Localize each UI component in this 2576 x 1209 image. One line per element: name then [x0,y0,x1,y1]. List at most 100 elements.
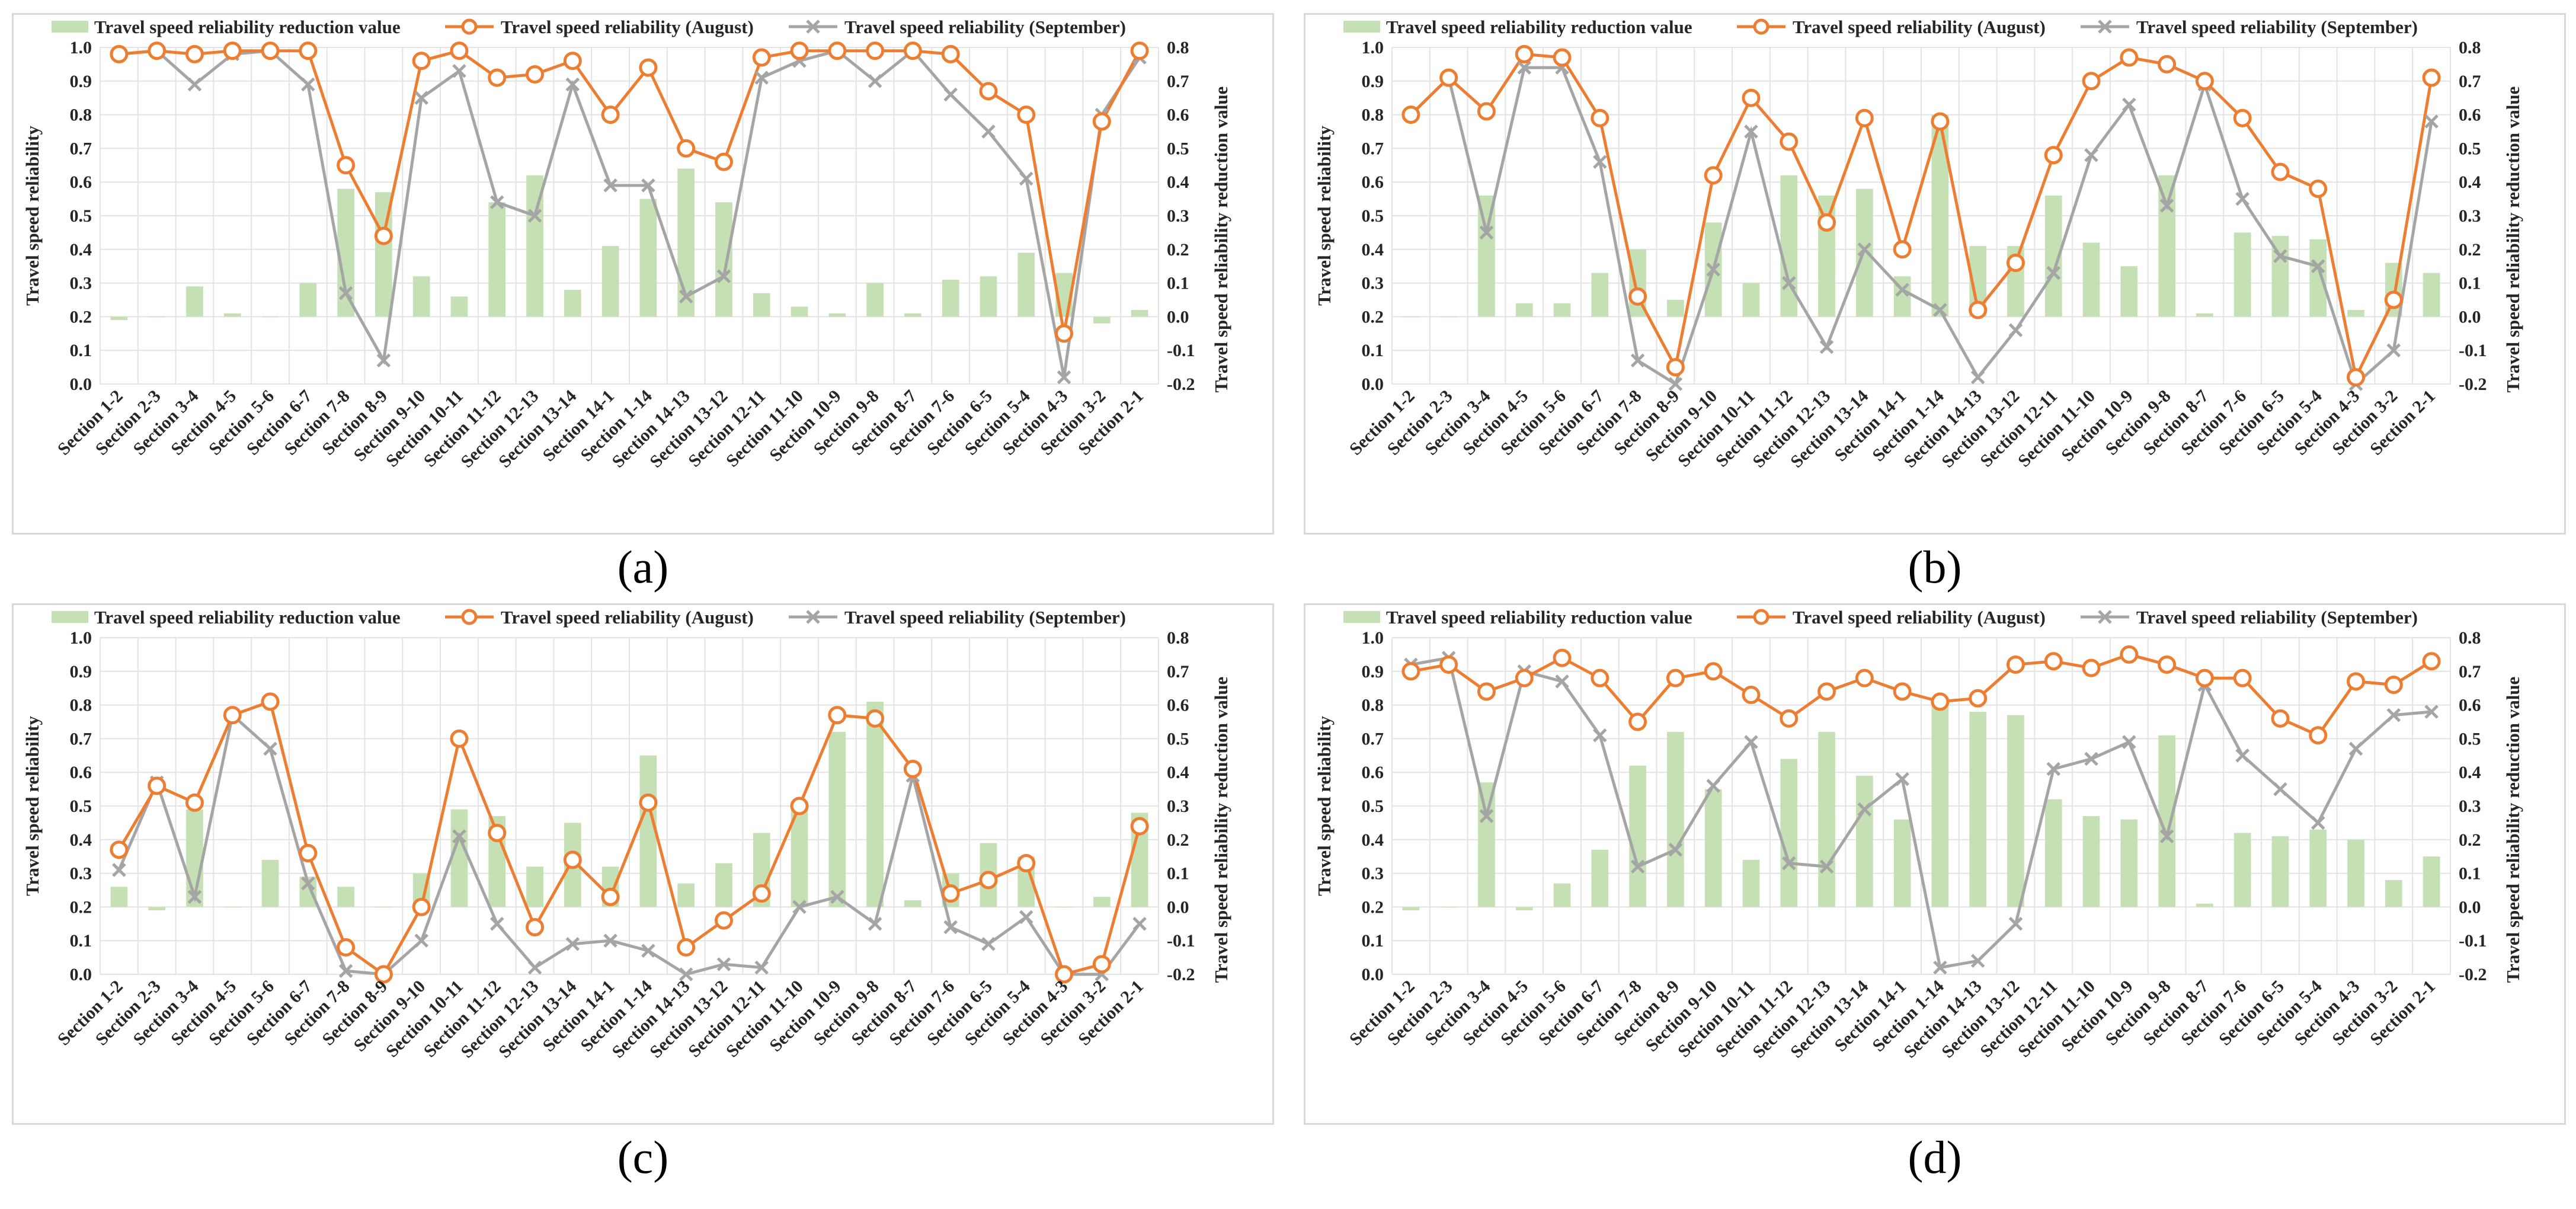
bar-reduction [904,900,921,907]
point-august [677,938,696,957]
point-september [2008,917,2023,931]
point-september [2046,762,2061,776]
left-axis-tick: 0.0 [70,375,92,394]
right-axis-title: Travel speed reliability reduction value [2503,677,2523,983]
point-september [1706,779,1720,793]
right-axis-tick: 0.0 [2459,897,2481,917]
right-axis-tick: 0.7 [1167,662,1189,682]
left-axis-tick: 0.4 [70,240,92,260]
point-september [1593,728,1607,743]
point-september [187,890,202,904]
point-september [301,876,315,891]
point-september [716,957,731,971]
point-september [2084,751,2098,766]
point-september [943,87,958,102]
left-axis-tick: 0.8 [1362,696,1384,715]
legend-bar-label: Travel speed reliability reduction value [1386,17,1692,37]
point-august [1742,686,1761,705]
point-september [679,967,693,981]
bar-reduction [1017,252,1035,317]
point-august [2384,676,2403,695]
right-axis-tick: -0.2 [2459,965,2487,984]
point-august [1130,817,1149,836]
bar-reduction [1402,907,1420,911]
bar-reduction [148,316,166,318]
legend-august-label: Travel speed reliability (August) [1793,607,2046,628]
line-august [119,49,1141,334]
point-september [1895,283,1909,297]
point-september [1479,225,1494,240]
point-august [2158,655,2177,674]
left-axis-tick: 0.3 [70,864,92,884]
left-axis-tick: 0.7 [70,729,92,749]
point-september [1019,910,1033,925]
bar-reduction [1440,316,1458,318]
right-axis-tick: 0.8 [1167,628,1189,648]
point-august [563,850,582,869]
bar-reduction [450,296,468,317]
bar-reduction [677,883,695,907]
point-august [299,844,318,863]
point-september [1819,859,1834,874]
point-september [2386,708,2401,722]
bar-reduction [1478,195,1495,317]
point-august [2044,652,2063,671]
chart-panel-a: 0.0 0.1 0.2 0.3 0.4 0.5 0.6 0.7 0.8 0.9 1.0 -0.2 -0.… [12,13,1274,535]
point-august [374,226,393,245]
legend-september-label: Travel speed reliability (September) [2136,607,2418,628]
point-september [754,960,769,975]
left-axis-title: Travel speed reliability [22,716,43,896]
point-august [148,41,167,60]
bar-reduction [564,289,581,317]
point-september [1706,263,1720,277]
point-august [1855,669,1874,687]
point-september [1781,276,1796,290]
point-september [679,289,693,304]
point-august [1092,112,1111,131]
right-axis-title: Travel speed reliability reduction value [2503,87,2523,393]
point-september [301,77,315,92]
point-august [601,105,620,124]
bar-reduction [639,755,657,907]
point-september [2424,705,2439,719]
point-august [337,156,356,175]
point-september [868,917,882,931]
bar-reduction [904,313,921,317]
point-august [1017,105,1036,124]
bar-reduction [110,316,128,321]
bar-reduction [1893,819,1911,907]
point-september [792,900,807,914]
legend-august-label: Travel speed reliability (August) [1793,17,2046,37]
point-august [677,139,696,158]
point-august [1893,240,1912,259]
point-august [526,65,545,84]
point-september [1132,917,1147,931]
legend-bar-swatch [1343,21,1380,33]
left-axis-tick: 0.4 [1362,240,1384,260]
left-axis-tick: 0.5 [1362,206,1384,226]
right-axis-tick: 0.1 [1167,864,1189,884]
point-september [1555,674,1569,689]
bar-reduction [2007,715,2024,907]
point-september [603,178,617,193]
point-august [2384,290,2403,309]
point-august [1817,682,1836,701]
point-august [185,44,204,63]
point-september [641,943,655,958]
point-august [299,41,318,60]
point-september [2273,782,2287,797]
caption-d: (d) [1908,1131,1962,1183]
point-august [1855,108,1874,127]
left-axis-tick: 0.2 [70,307,92,327]
legend-august-marker [461,609,478,625]
right-axis-tick: 0.6 [1167,105,1189,125]
point-august [1780,709,1799,728]
bar-reduction [753,293,770,317]
point-september [1895,772,1909,786]
legend-september-marker [2098,20,2112,34]
point-august [941,44,960,63]
point-august [2195,72,2214,91]
point-august [110,840,129,859]
bar-reduction [980,276,997,317]
right-axis-tick: 0.8 [2459,628,2481,648]
